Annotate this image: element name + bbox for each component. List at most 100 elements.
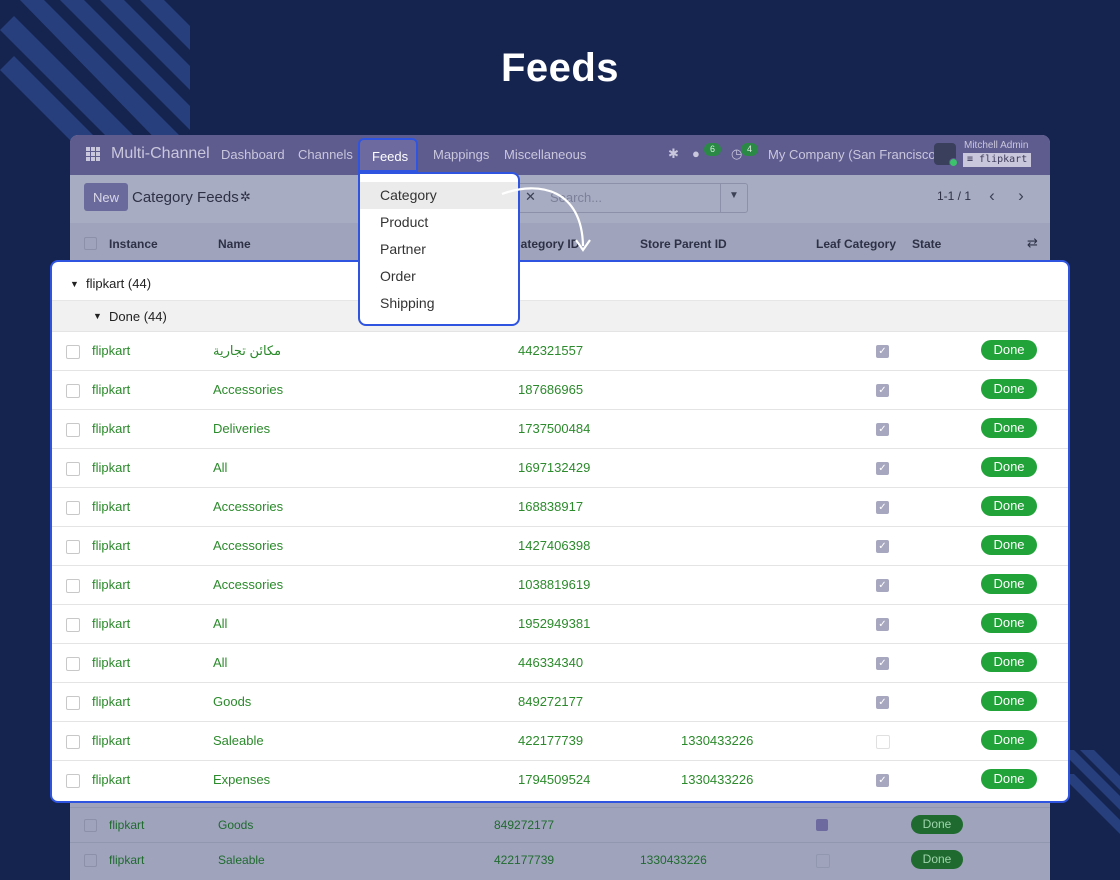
row-checkbox[interactable] <box>66 501 80 515</box>
group-row-state[interactable]: ▼ Done (44) <box>52 300 1068 332</box>
row-instance: flipkart <box>92 694 131 709</box>
table-row[interactable]: flipkart All 1697132429 ✓ Done <box>52 448 1068 487</box>
row-checkbox[interactable] <box>84 819 97 832</box>
hero-title: Feeds <box>500 46 620 90</box>
company-switcher[interactable]: My Company (San Francisco) <box>768 147 940 162</box>
nav-mappings[interactable]: Mappings <box>433 147 490 162</box>
menu-item-category[interactable]: Category <box>360 182 518 209</box>
row-checkbox[interactable] <box>66 345 80 359</box>
nav-miscellaneous[interactable]: Miscellaneous <box>504 147 587 162</box>
nav-dashboard[interactable]: Dashboard <box>221 147 285 162</box>
row-instance: flipkart <box>92 460 131 475</box>
status-badge: Done <box>981 496 1037 516</box>
table-row[interactable]: flipkart مكائن تجارية 442321557 ✓ Done <box>52 331 1068 370</box>
row-store-id: 1038819619 <box>518 577 591 592</box>
nav-channels[interactable]: Channels <box>298 147 353 162</box>
table-row[interactable]: flipkart Saleable 422177739 1330433226 D… <box>70 842 1050 878</box>
table-row[interactable]: flipkart All 446334340 ✓ Done <box>52 643 1068 682</box>
menu-item-order[interactable]: Order <box>360 263 518 290</box>
menu-item-label: Order <box>380 268 416 284</box>
gear-icon[interactable]: ✲ <box>240 189 251 204</box>
table-row[interactable]: flipkart Goods 849272177 Done <box>70 807 1050 843</box>
table-row[interactable]: flipkart Accessories 1427406398 ✓ Done <box>52 526 1068 565</box>
brand-name[interactable]: Multi-Channel <box>111 145 210 162</box>
row-store-id: 849272177 <box>494 818 555 832</box>
leaf-checkbox-checked: ✓ <box>876 384 889 397</box>
table-row[interactable]: flipkart Saleable 422177739 1330433226 D… <box>52 721 1068 760</box>
table-row[interactable]: flipkart Deliveries 1737500484 ✓ Done <box>52 409 1068 448</box>
row-checkbox[interactable] <box>84 854 97 867</box>
column-state[interactable]: State <box>912 237 942 251</box>
status-badge: Done <box>911 850 963 869</box>
nav-feeds[interactable]: Feeds <box>358 138 418 172</box>
status-badge: Done <box>981 418 1037 438</box>
table-row[interactable]: flipkart Accessories 187686965 ✓ Done <box>52 370 1068 409</box>
optional-columns-icon[interactable]: ⇄ <box>1027 235 1038 250</box>
status-badge: Done <box>981 457 1037 477</box>
apps-grid-icon[interactable] <box>86 147 100 161</box>
group-row-instance[interactable]: ▼ flipkart (44) <box>52 262 1068 300</box>
search-options-toggle[interactable]: ▼ <box>720 183 747 213</box>
row-checkbox[interactable] <box>66 657 80 671</box>
status-badge: Done <box>981 652 1037 672</box>
chat-icon[interactable]: ● <box>692 146 700 161</box>
new-button[interactable]: New <box>84 183 128 211</box>
pager-next-button[interactable]: › <box>1018 186 1024 205</box>
leaf-checkbox-checked: ✓ <box>876 579 889 592</box>
row-checkbox[interactable] <box>66 462 80 476</box>
status-badge: Done <box>981 613 1037 633</box>
leaf-checkbox-checked: ✓ <box>876 423 889 436</box>
table-header: Instance Name Store Category ID Store Pa… <box>70 223 1050 263</box>
menu-item-label: Partner <box>380 241 426 257</box>
row-name: Accessories <box>213 538 284 553</box>
pager-value[interactable]: 1-1 / 1 <box>937 189 972 203</box>
row-checkbox[interactable] <box>66 384 80 398</box>
leaf-checkbox-checked: ✓ <box>876 501 889 514</box>
row-checkbox[interactable] <box>66 735 80 749</box>
bug-icon[interactable]: ✱ <box>668 146 679 161</box>
table-row[interactable]: flipkart All 1952949381 ✓ Done <box>52 604 1068 643</box>
row-store-id: 422177739 <box>494 853 555 867</box>
user-name[interactable]: Mitchell Admin <box>964 140 1029 151</box>
row-name: Goods <box>213 694 252 709</box>
column-store-parent-id[interactable]: Store Parent ID <box>640 237 727 251</box>
select-all-checkbox[interactable] <box>84 237 97 250</box>
row-instance: flipkart <box>109 853 145 867</box>
column-instance[interactable]: Instance <box>109 237 158 251</box>
search-input[interactable]: Search... <box>550 190 603 205</box>
leaf-checkbox-checked: ✓ <box>876 345 889 358</box>
clock-icon[interactable]: ◷ <box>731 146 743 161</box>
column-leaf-category[interactable]: Leaf Category <box>816 237 897 251</box>
menu-item-shipping[interactable]: Shipping <box>360 290 518 317</box>
row-store-id: 442321557 <box>518 343 584 358</box>
row-name: Saleable <box>218 853 265 867</box>
row-checkbox[interactable] <box>66 540 80 554</box>
row-instance: flipkart <box>92 655 131 670</box>
row-instance: flipkart <box>92 616 131 631</box>
caret-down-icon: ▼ <box>93 311 102 321</box>
row-name: Accessories <box>213 499 284 514</box>
menu-item-partner[interactable]: Partner <box>360 236 518 263</box>
row-checkbox[interactable] <box>66 696 80 710</box>
column-name[interactable]: Name <box>218 237 251 251</box>
row-name: Expenses <box>213 772 271 787</box>
menu-item-product[interactable]: Product <box>360 209 518 236</box>
table-row[interactable]: flipkart Goods 849272177 ✓ Done <box>52 682 1068 721</box>
table-row[interactable]: flipkart Accessories 168838917 ✓ Done <box>52 487 1068 526</box>
row-checkbox[interactable] <box>66 423 80 437</box>
row-name: Accessories <box>213 577 284 592</box>
row-checkbox[interactable] <box>66 579 80 593</box>
navbar: Multi-Channel Dashboard Channels Mapping… <box>70 135 1050 175</box>
row-instance: flipkart <box>92 499 131 514</box>
table-row[interactable]: flipkart Accessories 1038819619 ✓ Done <box>52 565 1068 604</box>
row-name: All <box>213 616 228 631</box>
row-checkbox[interactable] <box>66 774 80 788</box>
database-badge: ≡ flipkart <box>963 153 1032 167</box>
status-dot <box>949 158 958 167</box>
pager-previous-button[interactable]: ‹ <box>989 186 995 205</box>
row-name: مكائن تجارية <box>213 343 282 358</box>
table-row[interactable]: flipkart Expenses 1794509524 1330433226 … <box>52 760 1068 799</box>
row-checkbox[interactable] <box>66 618 80 632</box>
close-icon[interactable]: ✕ <box>525 189 536 204</box>
leaf-checkbox-unchecked <box>876 735 890 749</box>
